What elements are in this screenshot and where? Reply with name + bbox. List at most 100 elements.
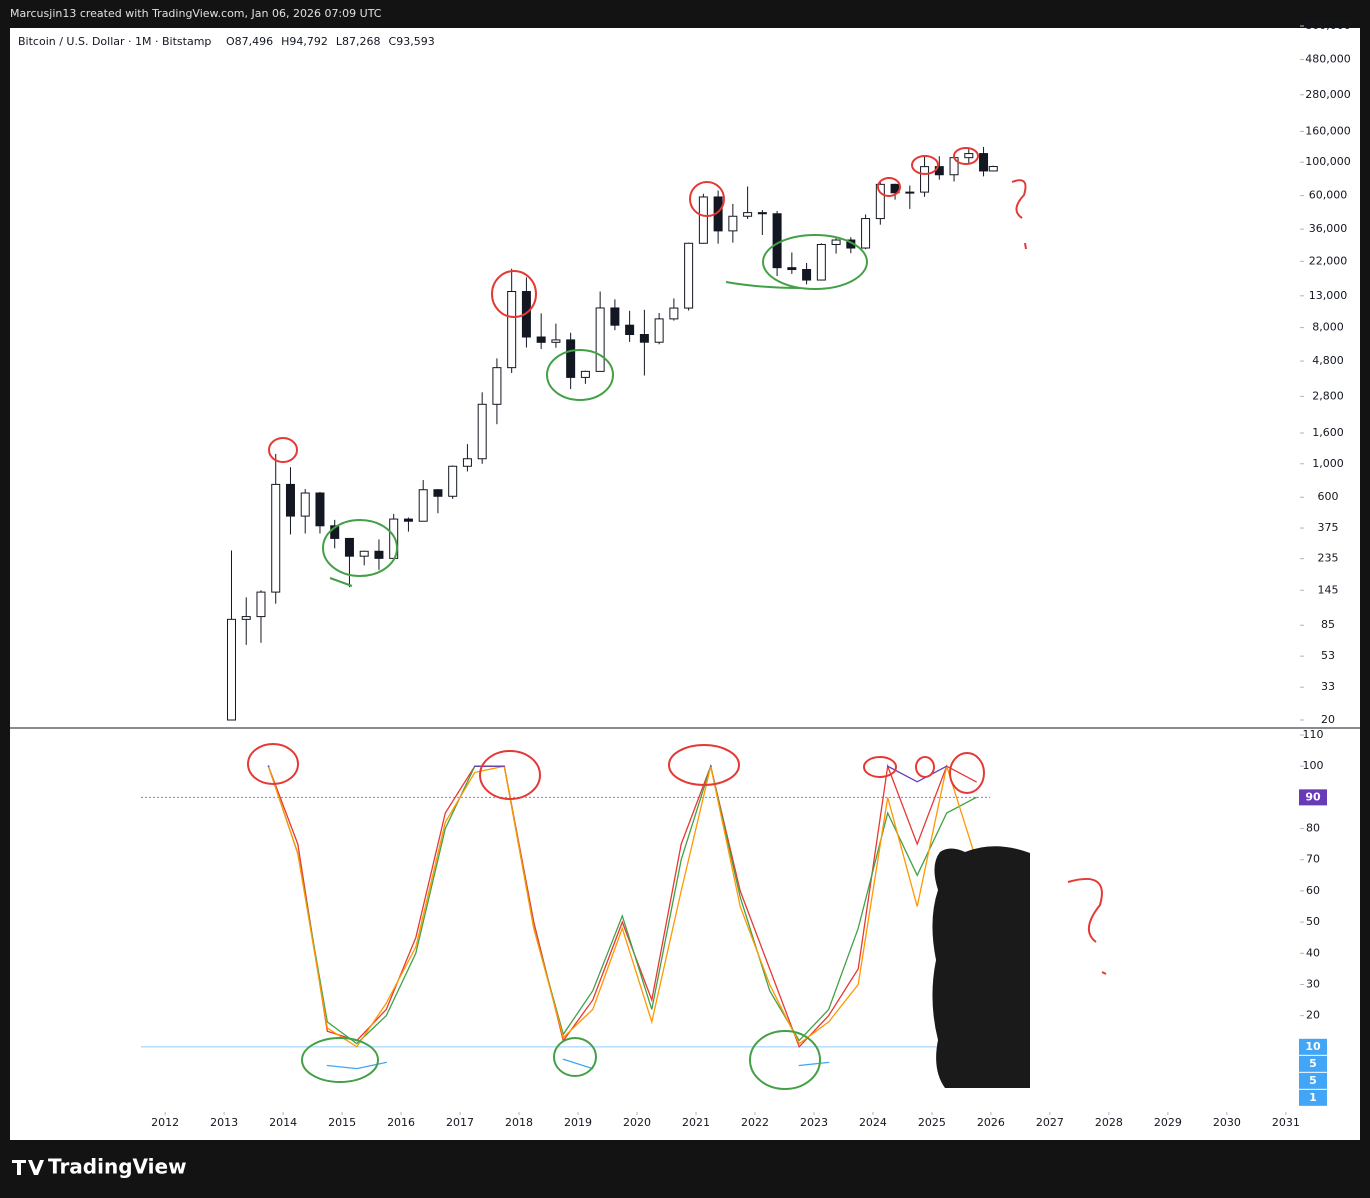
green-circle xyxy=(322,519,398,577)
candle-body xyxy=(698,196,708,244)
candle-body xyxy=(728,215,738,232)
y-tick-label: 800,000 xyxy=(1305,19,1351,32)
x-tick-label: 2025 xyxy=(918,1116,946,1129)
x-tick-label: 2021 xyxy=(682,1116,710,1129)
x-tick-label: 2030 xyxy=(1213,1116,1241,1129)
candle-body xyxy=(403,518,413,522)
y-tick-label: 70 xyxy=(1306,853,1320,866)
red-circle xyxy=(877,177,901,197)
oscillator-line xyxy=(267,763,977,1045)
red-circle xyxy=(949,752,985,794)
candle-body xyxy=(566,339,576,378)
x-tick-label: 2015 xyxy=(328,1116,356,1129)
plot: 20 33 53 85 145 235 375 600 1,000 1,600 2,800 4,800… xyxy=(141,19,1351,1129)
y-tick-label: 85 xyxy=(1321,618,1335,631)
x-tick-label: 2028 xyxy=(1095,1116,1123,1129)
ohlc-value: H94,792 xyxy=(281,35,328,48)
value-badge-label: 5 xyxy=(1309,1057,1317,1070)
red-circle xyxy=(953,147,979,165)
y-tick-label: 145 xyxy=(1318,583,1339,596)
candle-body xyxy=(551,339,561,343)
brand: TradingView xyxy=(12,1155,187,1179)
x-tick-label: 2026 xyxy=(977,1116,1005,1129)
candle-body xyxy=(639,334,649,343)
candle-body xyxy=(477,403,487,460)
y-tick-label: 100,000 xyxy=(1305,155,1351,168)
candle-body xyxy=(462,458,472,467)
candle-body xyxy=(669,307,679,320)
symbol-title: Bitcoin / U.S. Dollar · 1M · Bitstamp xyxy=(18,35,211,48)
candle-body xyxy=(988,166,998,172)
candle-body xyxy=(743,212,753,217)
x-tick-label: 2012 xyxy=(151,1116,179,1129)
y-tick-label: 480,000 xyxy=(1305,52,1351,65)
candle-body xyxy=(610,307,620,326)
x-tick-label: 2029 xyxy=(1154,1116,1182,1129)
y-tick-label: 1,000 xyxy=(1312,457,1344,470)
value-badge xyxy=(1299,1038,1327,1055)
y-tick-label: 100 xyxy=(1303,759,1324,772)
x-tick-label: 2027 xyxy=(1036,1116,1064,1129)
red-circle xyxy=(247,743,299,785)
ohlc-value: L87,268 xyxy=(336,35,381,48)
x-tick-label: 2017 xyxy=(446,1116,474,1129)
value-badge xyxy=(1299,1089,1327,1106)
red-circle xyxy=(911,155,939,175)
candle-body xyxy=(374,550,384,559)
red-circle xyxy=(668,744,740,786)
red-circle xyxy=(689,181,725,217)
green-circle xyxy=(762,234,868,290)
candle-body xyxy=(684,242,694,309)
candle-body xyxy=(448,465,458,497)
question-mark xyxy=(1011,179,1027,250)
candle-body xyxy=(816,243,826,281)
y-tick-label: 600 xyxy=(1318,490,1339,503)
question-mark xyxy=(1067,877,1107,975)
brand-logo xyxy=(12,1160,44,1175)
y-tick-label: 110 xyxy=(1303,728,1324,741)
candle-body xyxy=(875,183,885,220)
y-tick-label: 1,600 xyxy=(1312,426,1344,439)
y-tick-label: 20 xyxy=(1321,713,1335,726)
candle-body xyxy=(315,492,325,527)
candle-body xyxy=(979,153,989,172)
y-tick-label: 50 xyxy=(1306,915,1320,928)
y-tick-label: 60 xyxy=(1306,884,1320,897)
candle-body xyxy=(433,489,443,497)
ohlc-readout: O87,496 H94,792 L87,268 C93,593 xyxy=(226,35,435,48)
candle-body xyxy=(271,483,281,593)
candle-body xyxy=(536,336,546,343)
candle-body xyxy=(418,489,428,522)
candle-body xyxy=(492,367,502,405)
candle-body xyxy=(580,370,590,378)
green-circle xyxy=(553,1037,597,1077)
red-circle xyxy=(915,756,935,778)
ohlc-value: O87,496 xyxy=(226,35,273,48)
candle-body xyxy=(861,218,871,249)
x-tick-label: 2031 xyxy=(1272,1116,1300,1129)
y-tick-label: 160,000 xyxy=(1305,124,1351,137)
red-circle xyxy=(491,270,537,318)
y-tick-label: 280,000 xyxy=(1305,88,1351,101)
candle-body xyxy=(654,318,664,343)
red-circle xyxy=(863,756,897,778)
candle-body xyxy=(905,191,915,194)
x-tick-label: 2020 xyxy=(623,1116,651,1129)
x-tick-label: 2022 xyxy=(741,1116,769,1129)
candle-body xyxy=(344,537,354,557)
value-badge xyxy=(1299,789,1327,806)
candle-body xyxy=(285,483,295,517)
x-tick-label: 2013 xyxy=(210,1116,238,1129)
green-circle xyxy=(301,1037,379,1083)
x-tick-label: 2024 xyxy=(859,1116,887,1129)
ohlc-value: C93,593 xyxy=(389,35,435,48)
oscillator-line xyxy=(267,763,977,1049)
candle-body xyxy=(964,153,974,159)
candle-body xyxy=(787,267,797,271)
value-badge-label: 5 xyxy=(1309,1074,1317,1087)
green-stroke xyxy=(329,577,353,587)
y-tick-label: 40 xyxy=(1306,946,1320,959)
y-tick-label: 30 xyxy=(1306,977,1320,990)
y-tick-label: 60,000 xyxy=(1309,189,1348,202)
